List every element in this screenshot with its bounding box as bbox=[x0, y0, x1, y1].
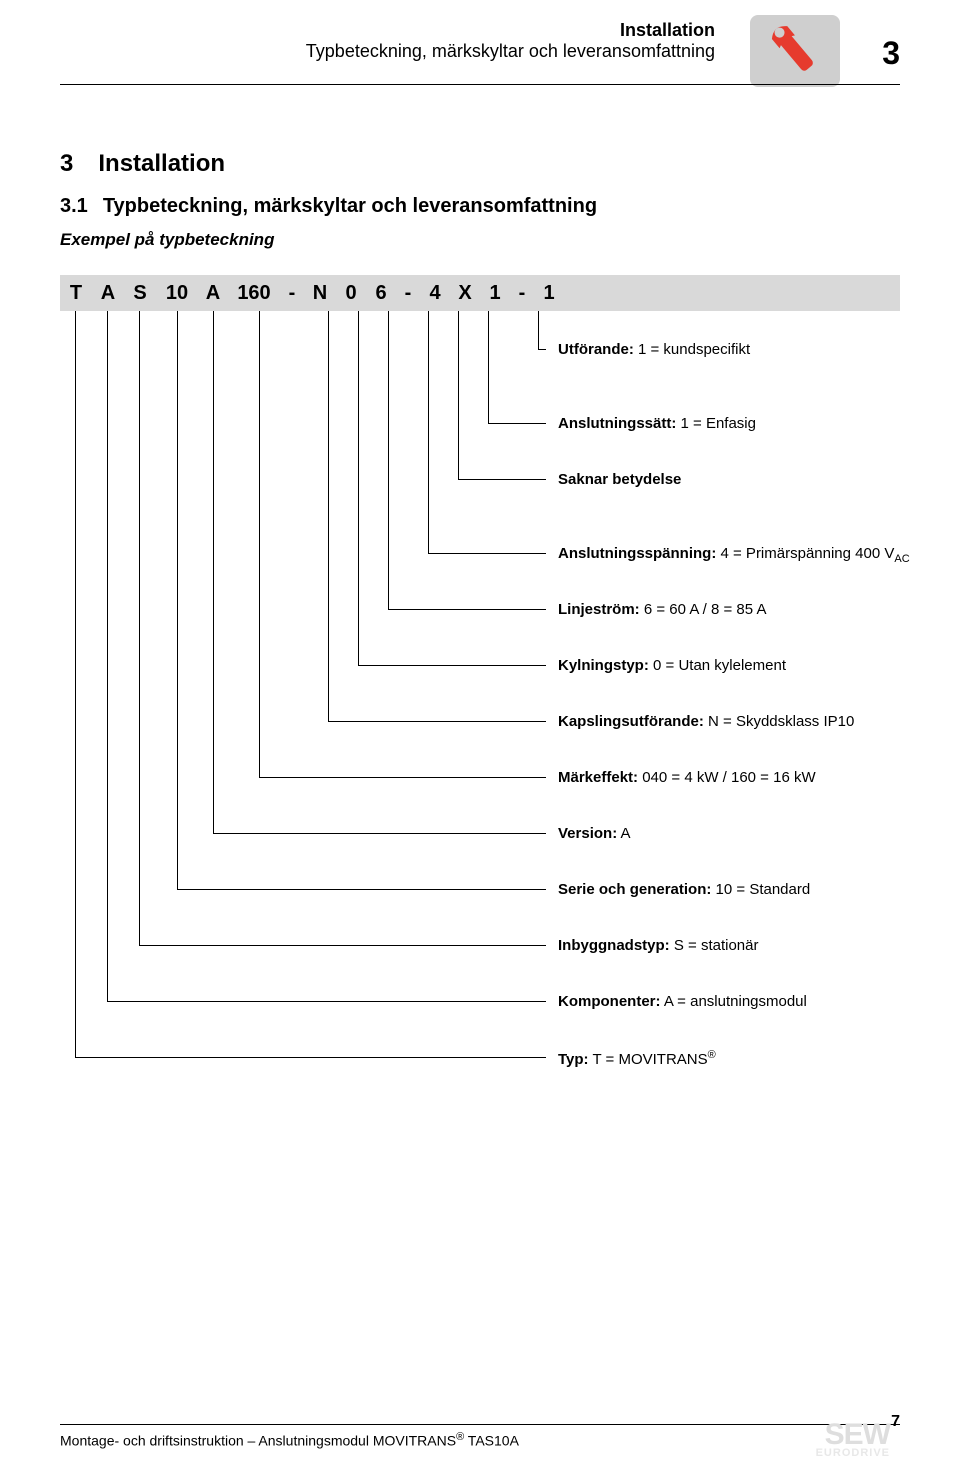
diagram-hline bbox=[458, 479, 546, 480]
diagram-description: Serie och generation: 10 = Standard bbox=[558, 881, 810, 898]
diagram-description: Version: A bbox=[558, 825, 631, 842]
diagram-vline bbox=[458, 311, 459, 479]
header-title: Installation bbox=[306, 20, 715, 41]
diagram-description: Komponenter: A = anslutningsmodul bbox=[558, 993, 807, 1010]
diagram-hline bbox=[213, 833, 546, 834]
header-subtitle: Typbeteckning, märkskyltar och leveranso… bbox=[306, 41, 715, 62]
diagram-hline bbox=[488, 423, 546, 424]
code-part: T bbox=[60, 282, 92, 305]
chapter-number: 3 bbox=[882, 35, 900, 72]
page-header: Installation Typbeteckning, märkskyltar … bbox=[60, 20, 900, 90]
diagram-description: Typ: T = MOVITRANS® bbox=[558, 1049, 716, 1068]
type-code-row: TAS10A160-N06-4X1-1 bbox=[60, 275, 900, 311]
header-text-block: Installation Typbeteckning, märkskyltar … bbox=[306, 20, 715, 62]
diagram-hline bbox=[328, 721, 546, 722]
logo-eurodrive: EURODRIVE bbox=[816, 1447, 890, 1459]
diagram-description: Märkeffekt: 040 = 4 kW / 160 = 16 kW bbox=[558, 769, 816, 786]
header-rule bbox=[60, 84, 900, 85]
code-part: S bbox=[124, 282, 156, 305]
code-part: N bbox=[304, 282, 336, 305]
diagram-hline bbox=[358, 665, 546, 666]
section-number: 3 bbox=[60, 150, 73, 177]
code-part: A bbox=[92, 282, 124, 305]
diagram-hline bbox=[388, 609, 546, 610]
diagram-vline bbox=[328, 311, 329, 721]
page-number: 7 bbox=[891, 1413, 900, 1431]
diagram-hline bbox=[139, 945, 546, 946]
sew-logo: SEW EURODRIVE bbox=[816, 1423, 890, 1459]
section-heading: 3 Installation bbox=[60, 150, 225, 178]
code-part: 10 bbox=[156, 282, 198, 305]
diagram-vline bbox=[107, 311, 108, 1001]
diagram-hline bbox=[107, 1001, 546, 1002]
code-part: - bbox=[510, 282, 534, 305]
diagram-vline bbox=[358, 311, 359, 665]
footer-rule bbox=[60, 1424, 900, 1425]
code-part: 4 bbox=[420, 282, 450, 305]
diagram-vline bbox=[388, 311, 389, 609]
diagram-vline bbox=[177, 311, 178, 889]
type-key-diagram: Utförande: 1 = kundspecifikt Anslutningss… bbox=[60, 311, 900, 1081]
logo-sew: SEW bbox=[816, 1423, 890, 1447]
subsection-number: 3.1 bbox=[60, 195, 88, 217]
diagram-vline bbox=[75, 311, 76, 1057]
diagram-vline bbox=[213, 311, 214, 833]
code-part: 6 bbox=[366, 282, 396, 305]
example-label: Exempel på typbeteckning bbox=[60, 230, 274, 250]
code-part: 1 bbox=[480, 282, 510, 305]
code-part: - bbox=[396, 282, 420, 305]
diagram-vline bbox=[538, 311, 539, 349]
wrench-icon bbox=[750, 15, 840, 87]
diagram-description: Saknar betydelse bbox=[558, 471, 681, 488]
diagram-vline bbox=[428, 311, 429, 553]
diagram-description: Linjeström: 6 = 60 A / 8 = 85 A bbox=[558, 601, 766, 618]
diagram-description: Kylningstyp: 0 = Utan kylelement bbox=[558, 657, 786, 674]
footer-prefix: Montage- och driftsinstruktion – Anslutn… bbox=[60, 1433, 456, 1449]
page-footer: Montage- och driftsinstruktion – Anslutn… bbox=[60, 1424, 900, 1449]
code-part: 0 bbox=[336, 282, 366, 305]
diagram-description: Utförande: 1 = kundspecifikt bbox=[558, 341, 750, 358]
diagram-description: Anslutningssätt: 1 = Enfasig bbox=[558, 415, 756, 432]
section-title: Installation bbox=[98, 150, 225, 177]
subsection-title: Typbeteckning, märkskyltar och leveranso… bbox=[103, 195, 597, 217]
diagram-vline bbox=[259, 311, 260, 777]
diagram-description: Inbyggnadstyp: S = stationär bbox=[558, 937, 758, 954]
footer-text: Montage- och driftsinstruktion – Anslutn… bbox=[60, 1431, 900, 1449]
diagram-hline bbox=[177, 889, 546, 890]
code-part: 160 bbox=[228, 282, 280, 305]
footer-reg: ® bbox=[456, 1431, 464, 1443]
diagram-hline bbox=[75, 1057, 546, 1058]
diagram-hline bbox=[428, 553, 546, 554]
code-part: - bbox=[280, 282, 304, 305]
code-part: 1 bbox=[534, 282, 564, 305]
diagram-hline bbox=[259, 777, 546, 778]
diagram-description: Kapslingsutförande: N = Skyddsklass IP10 bbox=[558, 713, 854, 730]
diagram-vline bbox=[139, 311, 140, 945]
code-part: A bbox=[198, 282, 228, 305]
diagram-hline bbox=[538, 349, 546, 350]
diagram-description: Anslutningsspänning: 4 = Primärspänning … bbox=[558, 545, 910, 565]
footer-suffix: TAS10A bbox=[464, 1433, 519, 1449]
diagram-vline bbox=[488, 311, 489, 423]
code-part: X bbox=[450, 282, 480, 305]
subsection-heading: 3.1 Typbeteckning, märkskyltar och levera… bbox=[60, 195, 597, 218]
